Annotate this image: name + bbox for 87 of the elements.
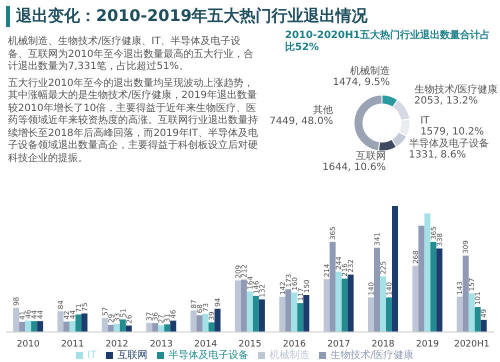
bar — [297, 303, 304, 332]
bar — [75, 314, 82, 332]
bar — [19, 322, 26, 332]
bar — [368, 297, 374, 332]
x-tick-label: 2014 — [194, 339, 218, 350]
bar — [291, 292, 298, 332]
bar — [348, 274, 354, 332]
slice-label: 机械制造 — [350, 64, 390, 77]
bar — [146, 322, 152, 332]
data-label: 1331, 8.6% — [408, 149, 466, 160]
legend-label: 生物技术/医疗健康 — [330, 350, 414, 361]
bar — [285, 289, 292, 332]
x-tick-label: 2020H1 — [454, 339, 490, 350]
bar — [37, 321, 44, 332]
bar — [214, 308, 221, 332]
chart-title: 2010-2020H1五大热门行业退出数量合计占比52% — [285, 30, 492, 54]
bar — [258, 299, 265, 332]
data-label: 2053, 13.2% — [414, 96, 478, 107]
slice-label: 互联网 — [356, 150, 386, 162]
legend-label: IT — [87, 350, 96, 361]
bar — [114, 324, 120, 332]
bar — [108, 324, 114, 332]
bar — [430, 242, 436, 332]
legend-label: 机械制造 — [269, 350, 310, 361]
bar — [480, 320, 487, 332]
bar — [252, 296, 259, 332]
bar — [63, 322, 70, 332]
bar — [436, 248, 442, 332]
bar — [336, 272, 342, 332]
slice-label: 生物技术/医疗健康 — [414, 84, 498, 96]
bar — [164, 324, 170, 332]
data-label: 1579, 10.2% — [420, 126, 484, 138]
bar — [418, 226, 424, 332]
bar — [196, 315, 203, 332]
bar — [246, 291, 253, 332]
bar — [102, 318, 108, 332]
bar — [462, 256, 469, 332]
bar — [456, 296, 463, 332]
bar — [31, 321, 38, 332]
legend-label: 半导体及电子设备 — [168, 350, 248, 361]
slice-label: IT — [420, 116, 430, 127]
x-tick-label: 2017 — [327, 339, 350, 350]
x-tick-label: 2016 — [282, 339, 306, 350]
bar — [81, 313, 88, 332]
legend-label: 互联网 — [117, 350, 148, 361]
bar — [279, 296, 286, 332]
slice-label: 其他 — [313, 104, 334, 116]
bar — [386, 297, 392, 332]
data-label: 7449, 48.0% — [270, 116, 334, 128]
bar — [126, 326, 132, 332]
text: 退出变化：2010-2019年五大热门行业退出情况 — [6, 6, 496, 27]
bar — [468, 293, 475, 332]
x-tick-label: 2015 — [238, 339, 262, 350]
bar — [202, 314, 209, 332]
x-tick-label: 2012 — [105, 339, 128, 350]
bar — [69, 321, 76, 332]
slice-label: 半导体及电子设备 — [408, 137, 489, 150]
bar — [25, 320, 32, 332]
bar — [208, 322, 215, 332]
bar — [392, 206, 398, 332]
bar — [374, 248, 380, 332]
text: 机械制造、生物技术/医疗健康、IT、半导体及电子设备、互联网为2010年至今退出数量最高的五大行业，合计退出数量为7,331笔，占比超过51%。 — [8, 36, 254, 74]
bar — [380, 276, 386, 332]
bar — [120, 319, 126, 332]
bar — [152, 323, 158, 332]
x-tick-label: 2011 — [61, 339, 84, 350]
x-tick-label: 2010 — [16, 339, 40, 350]
bar — [170, 320, 176, 332]
x-tick-label: 2013 — [150, 339, 173, 350]
bar — [190, 310, 197, 332]
x-tick-label: 2019 — [416, 339, 440, 350]
bar — [342, 278, 348, 332]
bar — [234, 280, 241, 332]
bar — [158, 325, 164, 332]
bar — [13, 308, 20, 332]
bar — [424, 213, 430, 332]
bar — [324, 279, 330, 332]
data-label: 1474, 9.5% — [332, 76, 390, 88]
bar — [57, 311, 64, 332]
data-label: 1644, 10.6% — [322, 162, 386, 174]
text: 五大行业2010年至今的退出数量均呈现波动上涨趋势，其中涨幅最大的是生物技术/医疗健康，2019年退出数量较2010年增长了10倍，主要得益于近年来生物医疗、医药等领域近年来较资热度的高涨。互联网行业退出数量持续增长至2018年后高峰回落，而2019年IT、半导体及电子设备领域退出数量高企，主要得益于科创板设立后对硬科技企业的提振。 — [8, 78, 259, 165]
bar — [412, 266, 418, 332]
x-tick-label: 2018 — [372, 339, 395, 350]
bar — [474, 307, 481, 332]
bar — [330, 242, 336, 332]
bar — [240, 280, 247, 332]
bar — [303, 294, 310, 332]
